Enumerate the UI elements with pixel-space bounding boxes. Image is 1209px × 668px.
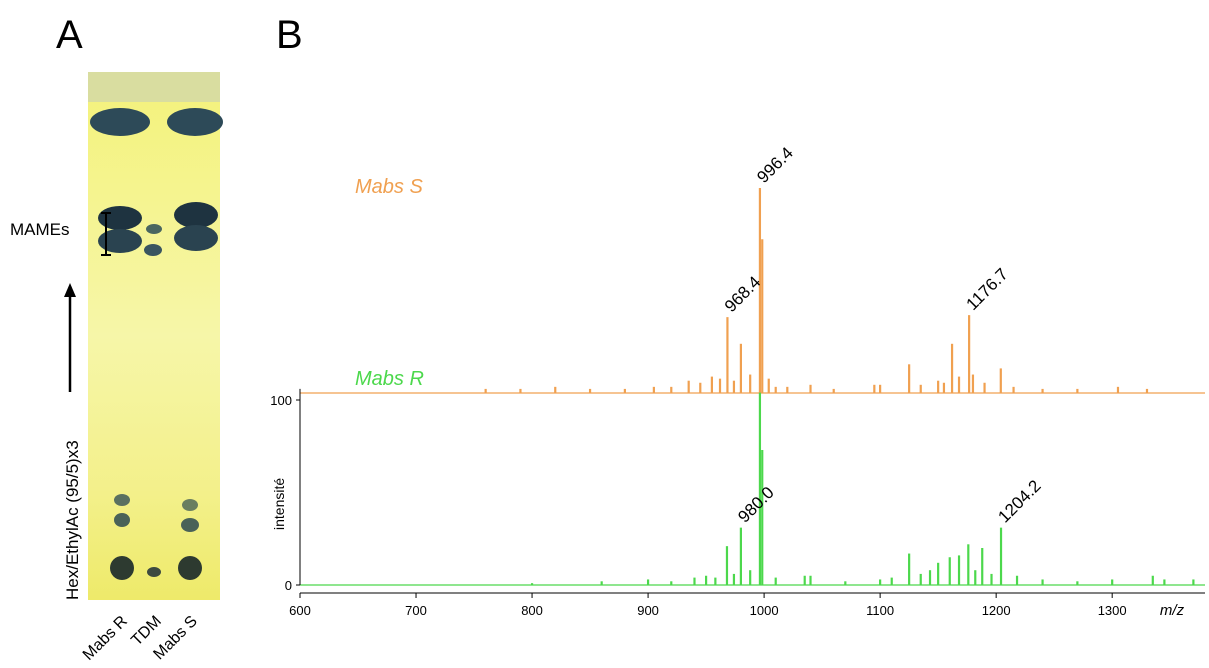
arrow-head: [64, 283, 76, 297]
series-label: Mabs S: [355, 176, 423, 198]
peak-label: 996.4: [753, 143, 797, 187]
peak-label: 980.0: [734, 483, 778, 527]
x-tick-label: 800: [521, 603, 543, 618]
peak-label: 1204.2: [994, 476, 1044, 526]
bracket: [101, 212, 111, 256]
solvent-label: Hex/EthylAc (95/5)x3: [63, 440, 82, 600]
peak-label: 1176.7: [963, 265, 1012, 314]
tlc-plate: [88, 72, 223, 600]
x-tick-label: 1300: [1098, 603, 1127, 618]
band-label: MAMEs: [10, 220, 70, 239]
lane-label: Mabs R: [80, 613, 131, 663]
panel-label: A: [56, 13, 83, 57]
x-tick-label: 900: [637, 603, 659, 618]
x-tick-label: 1000: [750, 603, 779, 618]
y-axis-label: intensité: [271, 478, 287, 530]
y-tick-label: 0: [285, 578, 292, 593]
peak-label: 968.4: [721, 272, 765, 316]
x-tick-label: 1200: [982, 603, 1011, 618]
x-tick-label: 600: [289, 603, 311, 618]
x-axis-label: m/z: [1160, 602, 1185, 619]
series-label: Mabs R: [355, 368, 424, 390]
y-tick-label: 100: [270, 393, 292, 408]
x-tick-label: 700: [405, 603, 427, 618]
panel-label: B: [276, 13, 303, 57]
x-tick-label: 1100: [866, 603, 894, 618]
